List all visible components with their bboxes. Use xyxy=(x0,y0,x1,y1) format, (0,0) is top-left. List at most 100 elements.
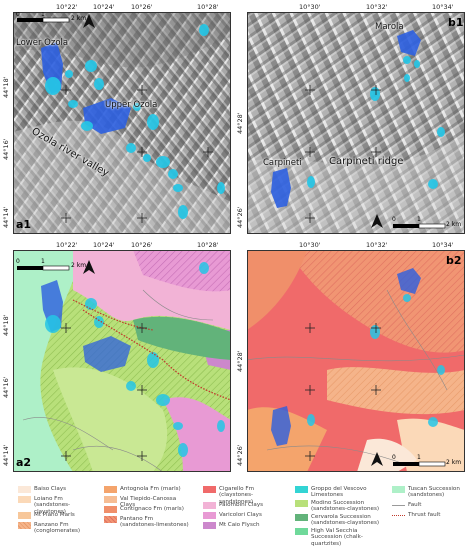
fault-line-icon xyxy=(392,505,405,506)
legend-swatch xyxy=(104,496,117,503)
place-lower-ozola: Lower Ozola xyxy=(16,38,69,48)
legend-item: Ranzano Fm (conglomerates) xyxy=(18,522,98,535)
lon-tick-b1-2: 10°34' xyxy=(432,3,454,11)
scale-start-a1: 0 xyxy=(16,12,20,18)
hillshade-a1 xyxy=(13,12,231,234)
legend-item: Thrust fault xyxy=(392,512,466,518)
legend-label: Antognola Fm (marls) xyxy=(120,486,181,492)
scale-end-a2: 2 km xyxy=(71,262,87,269)
legend-item: Fault xyxy=(392,502,466,508)
legend-label: Mt Piano Marls xyxy=(34,512,75,518)
scale-end-b2: 2 km xyxy=(446,459,462,466)
legend-label: Thrust fault xyxy=(408,512,441,518)
legend-swatch xyxy=(203,512,216,519)
legend-item: Groppo del Vescovo Limestones xyxy=(295,486,385,499)
legend-label: Groppo del Vescovo Limestones xyxy=(311,486,367,499)
legend-label: High Val Secchia Succession (chalk-quart… xyxy=(311,528,363,547)
legend-item: Baiso Clays xyxy=(18,486,98,493)
legend-label: Ranzano Fm (conglomerates) xyxy=(34,522,81,535)
legend-swatch xyxy=(295,486,308,493)
place-upper-ozola: Upper Ozola xyxy=(105,100,158,110)
lat-tick-a2-2: 44°14' xyxy=(2,444,10,466)
lon-tick-b2-1: 10°32' xyxy=(366,241,388,249)
lon-tick-b1-1: 10°32' xyxy=(366,3,388,11)
legend-swatch xyxy=(18,496,31,503)
lat-tick-b2-0: 44°28' xyxy=(236,350,244,372)
legend-swatch xyxy=(203,502,216,509)
legend-item: Loiano Fm (sandstones-claystones) xyxy=(18,496,98,515)
legend-swatch xyxy=(295,528,308,535)
lat-tick-b2-1: 44°26' xyxy=(236,444,244,466)
panel-label-b2: b2 xyxy=(446,254,462,267)
geology-map-b2 xyxy=(247,250,465,472)
legend-swatch xyxy=(104,516,117,523)
legend-label: Baiso Clays xyxy=(34,486,67,492)
legend-item: Tuscan Succession (sandstones) xyxy=(392,486,466,499)
lon-tick-a2-3: 10°28' xyxy=(197,241,219,249)
legend-swatch xyxy=(104,506,117,513)
legend-label: Fault xyxy=(408,502,422,508)
lon-tick-a1-1: 10°24' xyxy=(93,3,115,11)
legend-item: Pantano Fm (sandstones-limestones) xyxy=(104,516,190,529)
lon-tick-a1-0: 10°22' xyxy=(56,3,78,11)
landslide-b1-carpineti xyxy=(271,168,291,208)
legend-item: Modino Succession (sandstones-claystones… xyxy=(295,500,385,513)
lat-tick-b1-1: 44°26' xyxy=(236,206,244,228)
legend-item: Mt Caio Flysch xyxy=(203,522,287,529)
hillshade-b1 xyxy=(247,12,465,234)
north-arrow-a2 xyxy=(83,260,95,274)
legend-swatch xyxy=(295,514,308,521)
legend-label: Pantano Fm (sandstones-limestones) xyxy=(120,516,189,529)
lon-tick-a2-2: 10°26' xyxy=(131,241,153,249)
legend-label: Loiano Fm (sandstones-claystones) xyxy=(34,496,71,515)
legend-swatch xyxy=(392,486,405,493)
legend: Baiso Clays Loiano Fm (sandstones-clayst… xyxy=(0,476,467,550)
place-carpineti-ridge: Carpineti ridge xyxy=(329,156,404,167)
legend-item: Mt Piano Marls xyxy=(18,512,98,519)
legend-item: Antognola Fm (marls) xyxy=(104,486,190,493)
lat-tick-a1-0: 44°18' xyxy=(2,76,10,98)
lat-tick-a2-0: 44°18' xyxy=(2,314,10,336)
panel-label-a1: a1 xyxy=(16,218,32,231)
legend-label: Modino Succession (sandstones-claystones… xyxy=(311,500,380,513)
legend-swatch xyxy=(18,486,31,493)
panel-label-a2: a2 xyxy=(16,456,32,469)
lon-tick-a2-1: 10°24' xyxy=(93,241,115,249)
legend-label: Cervarola Succession (sandstones-claysto… xyxy=(311,514,380,527)
scale-start-b1: 0 xyxy=(392,216,396,223)
legend-swatch xyxy=(203,486,216,493)
legend-label: Cigarello Fm (claystones-sandstones) xyxy=(219,486,255,505)
legend-item: Palombini Clays xyxy=(203,502,287,509)
legend-item: High Val Secchia Succession (chalk-quart… xyxy=(295,528,385,547)
panel-b2: 0 1 2 km b2 xyxy=(247,250,465,472)
place-marola: Marola xyxy=(375,22,404,32)
north-arrow-b2 xyxy=(371,452,383,466)
legend-item: Val Tiepido-Canossa Clays xyxy=(104,496,190,509)
legend-label: Palombini Clays xyxy=(219,502,264,508)
panel-label-b1: b1 xyxy=(448,16,464,29)
scale-mid-a1: 1 xyxy=(41,12,45,18)
legend-label: Contignaco Fm (marls) xyxy=(120,506,184,512)
lon-tick-a2-0: 10°22' xyxy=(56,241,78,249)
scale-mid-b1: 1 xyxy=(417,216,421,223)
scale-end-a1: 2 km xyxy=(71,15,87,22)
scale-start-a2: 0 xyxy=(16,258,20,265)
legend-label: Val Tiepido-Canossa Clays xyxy=(120,496,177,509)
lon-tick-b2-2: 10°34' xyxy=(432,241,454,249)
thrust-fault-line-icon xyxy=(392,515,405,516)
legend-swatch xyxy=(203,522,216,529)
north-arrow-a1 xyxy=(83,14,95,28)
legend-item: Cigarello Fm (claystones-sandstones) xyxy=(203,486,287,505)
legend-item: Varicolori Clays xyxy=(203,512,287,519)
geology-map-a2 xyxy=(13,250,231,472)
lat-tick-a1-2: 44°14' xyxy=(2,206,10,228)
landslide-a1-upper-ozola xyxy=(83,98,131,134)
lon-tick-a1-2: 10°26' xyxy=(131,3,153,11)
legend-swatch xyxy=(18,512,31,519)
lat-tick-a2-1: 44°16' xyxy=(2,376,10,398)
panel-a1: 0 1 2 km Lower Ozola Upper Ozola Ozola r… xyxy=(13,12,231,234)
lon-tick-b2-0: 10°30' xyxy=(299,241,321,249)
legend-item: Contignaco Fm (marls) xyxy=(104,506,190,513)
panel-b1: 0 1 2 km Marola Carpineti Carpineti ridg… xyxy=(247,12,465,234)
scale-mid-a2: 1 xyxy=(41,258,45,265)
